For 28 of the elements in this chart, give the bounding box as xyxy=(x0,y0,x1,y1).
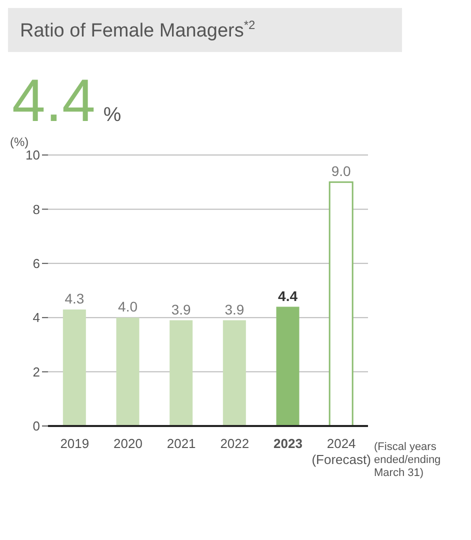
x-tick-label: 2021 xyxy=(166,436,196,452)
chart-subtitle: 4.4% xyxy=(12,67,122,134)
bar xyxy=(62,310,86,426)
bar xyxy=(170,320,193,426)
data-label: 3.9 xyxy=(224,302,244,318)
chart-title: Ratio of Female Managers$^{*2}$ xyxy=(20,18,256,42)
x-tick-label: 2023 xyxy=(274,436,302,452)
x-tick-label: 2019 xyxy=(60,436,90,452)
text: (Fiscal years ended/ending March 31) xyxy=(374,441,442,480)
bar xyxy=(222,320,246,426)
x-tick-label: 2022 xyxy=(220,436,250,452)
data-label: 4.4 xyxy=(278,288,298,304)
y-tick-label: 10 xyxy=(26,148,40,163)
bar xyxy=(276,307,300,426)
x-tick-label: 2020 xyxy=(114,436,142,452)
y-axis-title: (%) xyxy=(10,135,30,150)
bar xyxy=(328,182,354,426)
y-tick-label: 2 xyxy=(32,364,40,380)
y-tick-label: 6 xyxy=(32,256,40,272)
y-tick-label: 4 xyxy=(32,310,40,326)
data-label: 4.3 xyxy=(64,290,84,307)
y-tick-label: 0 xyxy=(32,418,40,434)
y-tick-label: 8 xyxy=(32,202,40,218)
bar xyxy=(116,318,140,426)
data-label: 4.0 xyxy=(118,298,138,315)
data-label: 9.0 xyxy=(331,163,352,180)
x-tick-label: 2024 (Forecast) xyxy=(312,436,371,468)
data-label: 3.9 xyxy=(171,302,192,318)
